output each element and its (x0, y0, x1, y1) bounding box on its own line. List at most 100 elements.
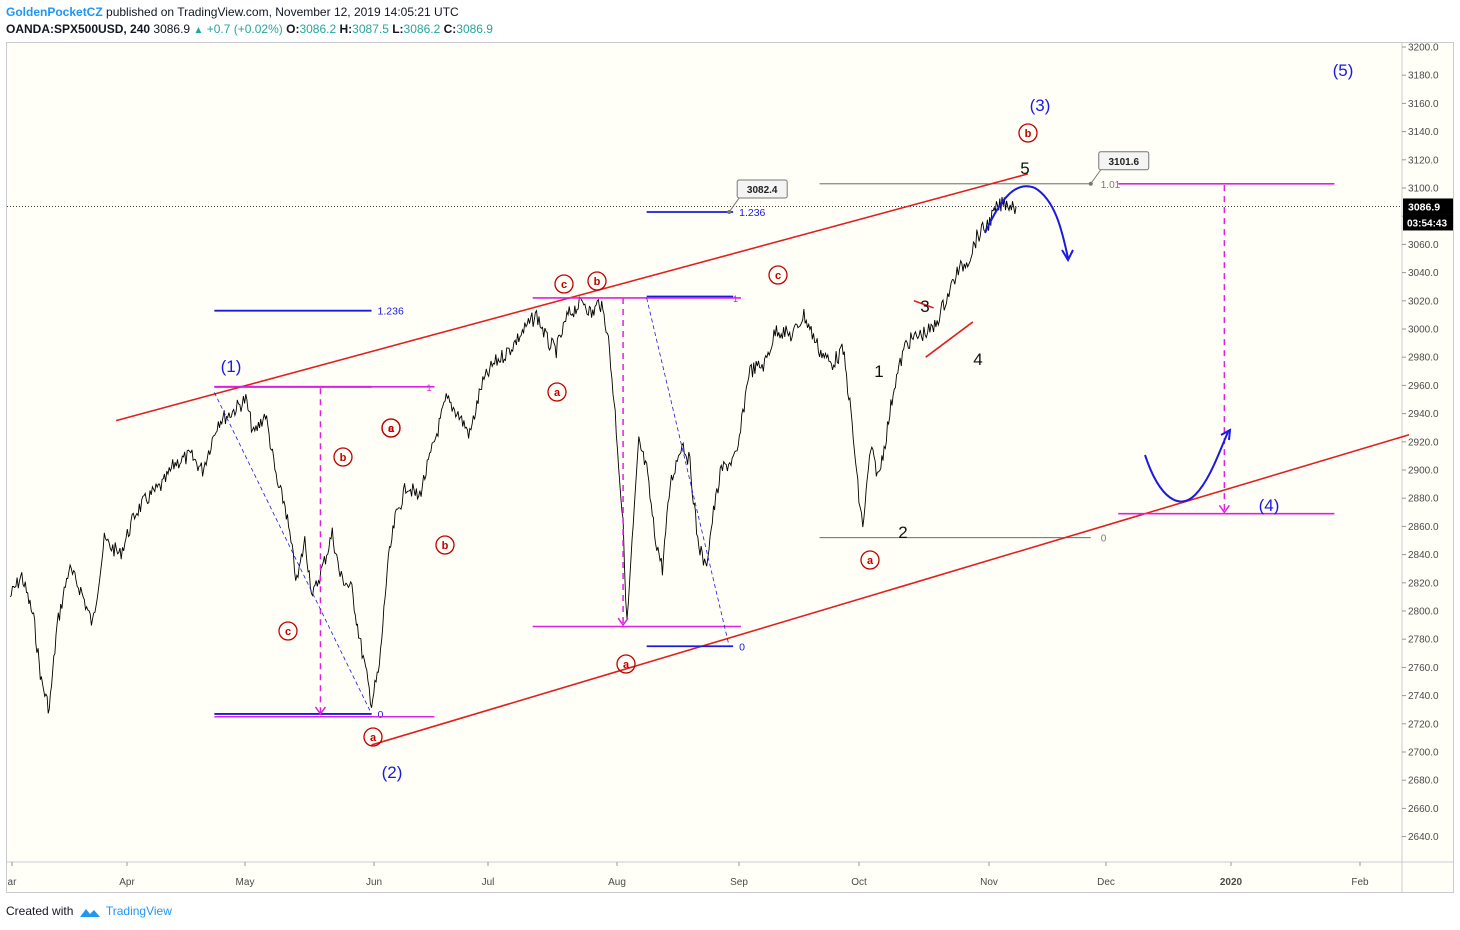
callout-anchor (1088, 181, 1093, 186)
wave-label-red-text: c (388, 423, 394, 435)
wave-label-red-text: b (340, 452, 347, 464)
time-tick-label: May (236, 877, 255, 888)
price-tick-label: 2740.0 (1408, 691, 1439, 702)
blue-level-label: 0 (378, 709, 384, 721)
wave-label-red-text: a (370, 732, 377, 744)
forecast-bottom-curve (1144, 431, 1229, 503)
gray-fib-label: 1.01 (1101, 180, 1121, 191)
wave-label-red-text: a (388, 423, 395, 435)
wave-3-tick (913, 300, 934, 309)
price-tick-label: 2780.0 (1408, 635, 1439, 646)
created-with-label: Created with (6, 904, 74, 918)
time-tick-label: Feb (1351, 877, 1369, 888)
price-tick-label: 3060.0 (1408, 240, 1439, 251)
open-value: 3086.2 (299, 22, 337, 36)
price-tick-label: 2940.0 (1408, 409, 1439, 420)
price-tick-label: 2960.0 (1408, 381, 1439, 392)
wave-label-red-text: b (594, 276, 601, 288)
price-tick-label: 3040.0 (1408, 268, 1439, 279)
wave-label-black: 3 (920, 297, 929, 316)
wave-label-red-text: a (867, 555, 874, 567)
wave-label-red-circled: c (278, 621, 298, 641)
channel-lower-line (371, 433, 1410, 746)
author-link[interactable]: GoldenPocketCZ (6, 5, 103, 19)
price-tick-label: 2680.0 (1408, 776, 1439, 787)
wave-label-red-text: b (442, 540, 449, 552)
forecast-bottom-arrowhead (1220, 428, 1232, 441)
price-tick-label: 2760.0 (1408, 663, 1439, 674)
tradingview-brand[interactable]: TradingView (105, 904, 172, 918)
time-tick-label: Jul (482, 877, 495, 888)
price-tick-label: 2720.0 (1408, 719, 1439, 730)
wave-label-black: 1 (874, 362, 883, 381)
fib-guide-1 (214, 392, 372, 715)
fib-guide-2 (646, 297, 730, 647)
price-tick-label: 3020.0 (1408, 296, 1439, 307)
wave-label-red-circled: b (333, 447, 353, 467)
wave-label-red-circled: b (435, 535, 455, 555)
gray-fib-label: 0 (1101, 534, 1107, 545)
price-tick-label: 2920.0 (1408, 437, 1439, 448)
wave-label-blue: (3) (1030, 96, 1051, 115)
wave-label-red-text: c (561, 279, 567, 291)
blue-level-label: 0 (739, 641, 745, 653)
price-tick-label: 2820.0 (1408, 578, 1439, 589)
price-tick-label: 2660.0 (1408, 804, 1439, 815)
wave-label-red-circled: a (547, 382, 567, 402)
wave-label-red-text: a (554, 387, 561, 399)
blue-level-label: 1.236 (739, 207, 765, 219)
price-tick-label: 3000.0 (1408, 325, 1439, 336)
wave-label-red-text: a (623, 659, 630, 671)
price-tick-label: 3180.0 (1408, 71, 1439, 82)
price-tick-label: 3140.0 (1408, 127, 1439, 138)
time-tick-label: ar (8, 877, 18, 888)
time-tick-label: Aug (608, 877, 626, 888)
wave-label-blue: (2) (382, 763, 403, 782)
price-tick-label: 3160.0 (1408, 99, 1439, 110)
price-tick-label: 2700.0 (1408, 748, 1439, 759)
open-label: O: (286, 22, 300, 36)
projection-arrow-3-arrowhead (1218, 504, 1230, 514)
up-triangle-icon: ▲ (193, 25, 204, 36)
projection-arrow-1-arrowhead (314, 706, 327, 716)
wave-label-red-circled: a (860, 550, 880, 570)
wave-label-red-text: c (285, 626, 291, 638)
blue-level-label: 1.236 (378, 306, 404, 318)
footer: Created with TradingView (6, 904, 172, 918)
time-tick-label: Oct (851, 877, 867, 888)
projection-arrow-2-arrowhead (617, 617, 629, 627)
price-tick-label: 2640.0 (1408, 832, 1439, 843)
price-tick-label: 3100.0 (1408, 184, 1439, 195)
forecast-top-arrowhead (1061, 249, 1074, 263)
last-price-label: 3086.9 (1408, 201, 1440, 213)
time-tick-label: Sep (730, 877, 748, 888)
close-value: 3086.9 (456, 22, 493, 36)
callout-value: 3082.4 (747, 185, 778, 196)
wave-label-black: 2 (898, 523, 907, 542)
symbol-label[interactable]: OANDA:SPX500USD, 240 (6, 22, 151, 36)
price-tick-label: 2880.0 (1408, 494, 1439, 505)
wave-label-red-circled: b (587, 271, 607, 291)
wave-label-red-circled: b (1018, 123, 1038, 143)
callout-box (1098, 151, 1150, 171)
time-tick-label: Nov (980, 877, 998, 888)
high-value: 3087.5 (352, 22, 389, 36)
low-value: 3086.2 (403, 22, 441, 36)
forecast-top-curve (984, 185, 1069, 259)
wave-label-blue: (4) (1259, 496, 1280, 515)
last-price-tag (1403, 198, 1453, 215)
wave-label-black: 4 (973, 350, 982, 369)
price-series-line (9, 196, 1017, 714)
price-tick-label: 2980.0 (1408, 353, 1439, 364)
wave-label-blue: (1) (221, 357, 242, 376)
wave-label-blue: (5) (1333, 61, 1354, 80)
ticker-legend: OANDA:SPX500USD, 240 3086.9 ▲ +0.7 (+0.0… (6, 21, 493, 39)
callout-box (736, 179, 788, 199)
price-tick-label: 2860.0 (1408, 522, 1439, 533)
wave-label-red-circled: a (363, 727, 383, 747)
low-label: L: (392, 22, 404, 36)
callout-pointer (1090, 169, 1102, 185)
price-tick-label: 2800.0 (1408, 607, 1439, 618)
tradingview-logo-icon (79, 908, 100, 917)
